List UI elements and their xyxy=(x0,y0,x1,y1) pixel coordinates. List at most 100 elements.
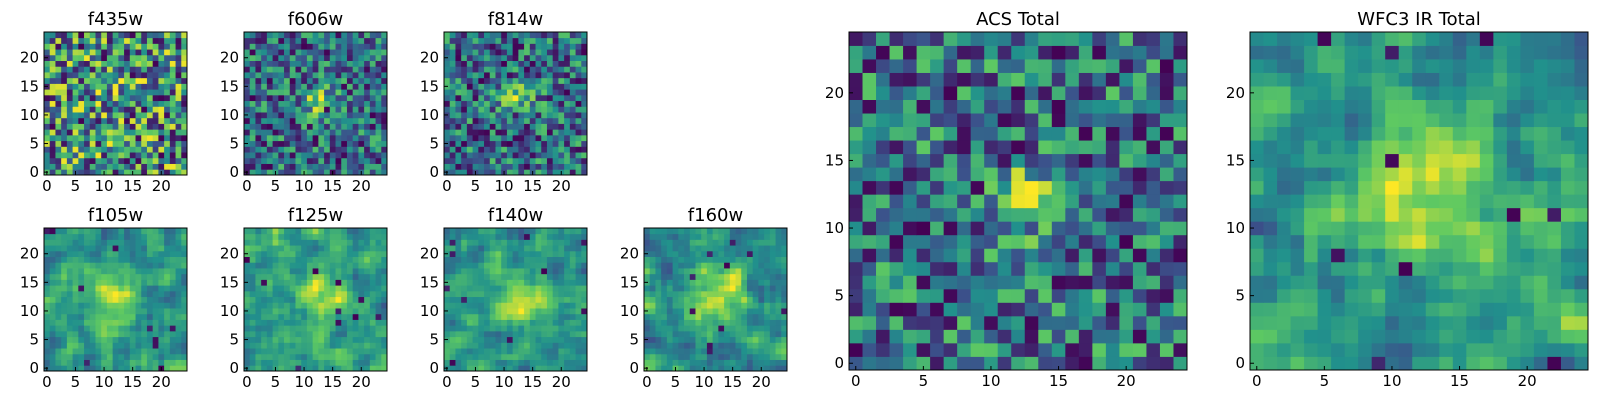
heatmap-cell xyxy=(89,325,96,332)
heatmap-cell xyxy=(524,157,531,164)
heatmap-cell xyxy=(718,353,725,360)
heatmap-cell xyxy=(535,228,542,235)
heatmap-cell xyxy=(666,325,673,332)
heatmap-cell xyxy=(529,43,536,50)
heatmap-cell xyxy=(181,146,188,153)
heatmap-cell xyxy=(478,94,485,102)
heatmap-cell xyxy=(175,123,182,130)
heatmap-cell xyxy=(518,32,525,39)
heatmap-cell xyxy=(581,129,588,136)
heatmap-cell xyxy=(352,83,359,90)
heatmap-cell xyxy=(558,290,565,298)
heatmap-cell xyxy=(249,325,256,332)
heatmap-cell xyxy=(478,169,485,176)
heatmap-cell xyxy=(346,273,354,280)
heatmap-cell xyxy=(381,302,388,309)
heatmap-cell xyxy=(581,32,588,39)
heatmap-cell xyxy=(78,134,85,142)
heatmap-cell xyxy=(764,319,771,326)
heatmap-cell xyxy=(484,129,491,136)
heatmap-cell xyxy=(729,319,736,326)
heatmap-cell xyxy=(181,152,188,159)
heatmap-cell xyxy=(272,163,279,170)
heatmap-cell xyxy=(775,336,782,343)
heatmap-cell xyxy=(729,250,736,257)
heatmap-cell xyxy=(752,319,759,326)
heatmap-cell xyxy=(724,319,731,326)
heatmap-cell xyxy=(718,319,725,326)
heatmap-cell xyxy=(501,106,508,113)
heatmap-cell xyxy=(84,77,91,84)
heatmap-cell xyxy=(672,256,679,263)
x-tick-label: 15 xyxy=(123,373,142,391)
heatmap-cell xyxy=(175,94,182,102)
heatmap-cell xyxy=(684,348,691,355)
y-tick-label: 5 xyxy=(429,135,439,153)
heatmap-cell xyxy=(346,302,354,309)
heatmap-cell xyxy=(546,296,554,303)
heatmap-cell xyxy=(95,89,102,96)
heatmap-cell xyxy=(318,54,325,61)
heatmap-cell xyxy=(341,117,348,124)
x-tick-label: 0 xyxy=(42,373,52,391)
heatmap-cell xyxy=(158,66,165,73)
heatmap-cell xyxy=(272,268,279,275)
heatmap-cell xyxy=(261,169,268,176)
heatmap-cell xyxy=(381,146,388,153)
y-tick-label: 20 xyxy=(620,245,639,263)
heatmap-cell xyxy=(1132,180,1147,195)
heatmap-cell xyxy=(735,285,742,292)
heatmap-cell xyxy=(289,313,296,320)
heatmap-cell xyxy=(181,359,188,366)
heatmap-cell xyxy=(524,77,531,84)
heatmap-cell xyxy=(484,157,491,164)
heatmap-cell xyxy=(449,365,456,372)
heatmap-cell xyxy=(66,336,73,343)
heatmap-cell xyxy=(301,140,308,147)
heatmap-cell xyxy=(84,262,91,269)
heatmap-cell xyxy=(129,112,136,119)
heatmap-cell xyxy=(169,256,176,263)
heatmap-cell xyxy=(346,290,354,298)
heatmap-cell xyxy=(146,157,154,164)
heatmap-cell xyxy=(569,313,576,320)
heatmap-cell xyxy=(158,32,165,39)
heatmap-cell xyxy=(312,245,319,252)
heatmap-cell xyxy=(529,60,536,67)
heatmap-cell xyxy=(324,72,331,79)
heatmap-cell xyxy=(306,313,314,320)
heatmap-cell xyxy=(78,250,85,257)
heatmap-cell xyxy=(146,268,154,275)
heatmap-cell xyxy=(329,359,336,366)
heatmap-cell xyxy=(101,32,108,39)
heatmap-cell xyxy=(375,32,382,39)
heatmap-cell xyxy=(984,234,999,249)
heatmap-cell xyxy=(158,43,165,50)
heatmap-cell xyxy=(862,221,877,236)
heatmap-cell xyxy=(55,285,62,292)
heatmap-cell xyxy=(146,77,154,84)
heatmap-cell xyxy=(112,250,119,257)
x-tick-label: 0 xyxy=(242,373,252,391)
heatmap-cell xyxy=(346,43,354,50)
heatmap-cell xyxy=(84,330,91,338)
heatmap-cell xyxy=(272,308,279,315)
heatmap-cell xyxy=(364,37,371,44)
heatmap-cell xyxy=(95,43,102,50)
heatmap-cell xyxy=(364,49,371,56)
heatmap-cell xyxy=(575,163,582,170)
heatmap-cell xyxy=(118,250,125,257)
heatmap-cell xyxy=(158,49,165,56)
heatmap-cell xyxy=(112,302,119,309)
heatmap-cell xyxy=(352,117,359,124)
heatmap-cell xyxy=(889,194,904,209)
heatmap-cell xyxy=(346,348,354,355)
heatmap-cell xyxy=(718,336,725,343)
heatmap-cell xyxy=(101,296,108,303)
heatmap-cell xyxy=(701,359,708,366)
heatmap-cell xyxy=(364,89,371,96)
heatmap-cell xyxy=(306,140,314,147)
heatmap-cell xyxy=(346,54,354,61)
heatmap-cell xyxy=(49,123,56,130)
heatmap-cell xyxy=(352,157,359,164)
